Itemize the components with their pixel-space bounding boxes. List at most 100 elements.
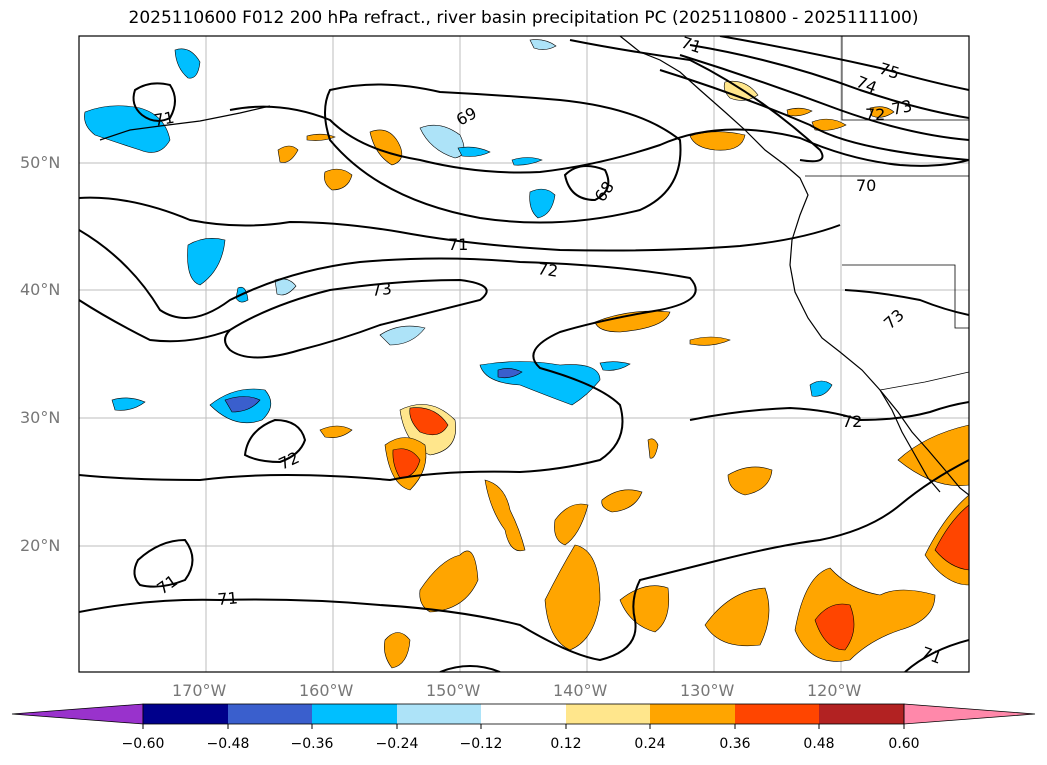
contour-71-bottom <box>439 665 501 672</box>
precip-pos-area <box>786 107 813 117</box>
precip-neg-area <box>809 380 833 397</box>
contour-71-south <box>79 459 969 662</box>
precip-pos-area <box>934 504 969 571</box>
precip-neg-area <box>187 238 226 286</box>
contour-71-north <box>569 39 824 163</box>
colorbar-tick-label: −0.48 <box>206 736 250 752</box>
contour-label: 71 <box>217 588 239 609</box>
contour-label: 72 <box>842 412 862 431</box>
contour-74 <box>689 44 969 119</box>
precip-pos-area <box>384 632 411 669</box>
colorbar-tick-label: 0.12 <box>550 736 582 752</box>
precip-pos-area <box>544 544 601 651</box>
contour-69 <box>324 83 682 224</box>
contour-73-coast <box>844 289 969 316</box>
lon-label-140w: 140°W <box>553 681 608 700</box>
coastline-alaska-islands <box>99 105 271 141</box>
contour-label: 73 <box>890 96 914 119</box>
precip-pos-area <box>324 168 353 191</box>
contour-72-north <box>659 69 969 161</box>
contour-73-west <box>79 299 231 343</box>
colorbar-tick-label: 0.60 <box>888 736 920 752</box>
lon-label-120w: 120°W <box>807 681 862 700</box>
contour-71-sw <box>133 538 194 588</box>
precip-neg-area <box>224 396 261 413</box>
precip-pos-area <box>594 310 671 333</box>
contour-72-main <box>79 229 697 482</box>
precip-pos-area <box>319 425 353 438</box>
lon-label-130w: 130°W <box>680 681 735 700</box>
precip-pos-area <box>554 503 589 546</box>
borders <box>805 36 969 391</box>
contour-70 <box>229 105 969 174</box>
precip-pos-area <box>419 550 479 613</box>
precip-neg-area <box>497 368 523 379</box>
contour-label: 72 <box>865 105 885 124</box>
contour-label: 71 <box>679 33 704 57</box>
coastline-north-america <box>619 36 969 496</box>
colorbar-tick-label: 0.48 <box>803 736 835 752</box>
plot-frame <box>78 35 970 673</box>
contour-75 <box>719 36 969 91</box>
contour-label: 71 <box>448 235 468 254</box>
contour-73-north <box>679 54 969 141</box>
precip-pos-area <box>619 585 669 633</box>
contour-label: 70 <box>856 176 876 195</box>
lat-label-50n: 50°N <box>20 153 61 172</box>
border-us-mexico <box>879 371 969 391</box>
precip-pos-area <box>704 587 770 647</box>
colorbar-segment <box>312 704 397 724</box>
lon-label-150w: 150°W <box>426 681 481 700</box>
precip-neg-area <box>511 157 543 166</box>
precip-pos-area <box>814 603 855 651</box>
precip-neg-area <box>529 188 556 219</box>
colorbar-extend-low <box>11 703 144 725</box>
lat-label-20n: 20°N <box>20 536 61 555</box>
precip-pos-area <box>409 407 449 436</box>
colorbar-tick-label: −0.24 <box>375 736 419 752</box>
colorbar-tick-label: −0.60 <box>121 736 165 752</box>
contour-71-main <box>79 196 841 252</box>
positive-precip-areas <box>277 81 969 669</box>
colorbar-tick-label: 0.24 <box>634 736 666 752</box>
contour-71-nw <box>132 82 176 122</box>
colorbar-extend-high <box>903 703 1036 725</box>
colorbar-frame <box>142 703 905 725</box>
border-state <box>841 36 969 121</box>
contour-label: 72 <box>536 259 559 281</box>
contour-71-se <box>904 639 969 672</box>
colorbar <box>11 703 1036 729</box>
lon-label-170w: 170°W <box>172 681 227 700</box>
map-plot-area: 75 74 73 72 71 70 69 68 71 72 73 71 72 7… <box>79 33 969 672</box>
precip-pos-area <box>869 106 895 118</box>
coastline-baja <box>879 389 941 493</box>
precip-pos-area <box>601 489 643 513</box>
colorbar-segment <box>819 704 904 724</box>
precip-pos-area <box>392 448 421 479</box>
colorbar-segment <box>481 704 566 724</box>
precip-pos-area <box>647 438 659 459</box>
colorbar-segment <box>143 704 228 724</box>
precip-pos-area <box>277 145 299 163</box>
colorbar-tick-label: 0.36 <box>719 736 751 752</box>
refractivity-contours <box>79 36 969 672</box>
precip-neg-area <box>457 146 491 157</box>
colorbar-segment <box>397 704 481 724</box>
contour-72-hawaii <box>243 418 307 464</box>
coastlines <box>99 36 969 496</box>
map-title: 2025110600 F012 200 hPa refract., river … <box>128 8 919 28</box>
precip-pos-area <box>689 131 746 151</box>
colorbar-segment <box>735 704 819 724</box>
precip-pos-area <box>727 466 773 496</box>
precip-neg-area <box>599 361 631 371</box>
lon-label-160w: 160°W <box>299 681 354 700</box>
precip-neg-area <box>529 39 557 50</box>
contour-label: 71 <box>152 108 175 130</box>
colorbar-tick-label: −0.12 <box>459 736 503 752</box>
precip-pos-area <box>689 336 731 346</box>
colorbar-segment <box>650 704 735 724</box>
negative-precip-areas <box>84 39 833 424</box>
colorbar-segment <box>228 704 312 724</box>
lat-label-40n: 40°N <box>20 280 61 299</box>
